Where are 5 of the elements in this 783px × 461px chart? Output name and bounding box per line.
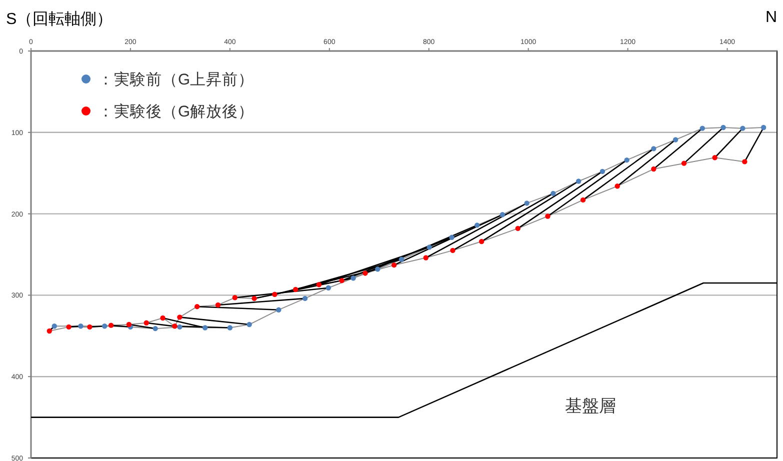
chart-title: S（回転軸側）	[6, 10, 113, 28]
annotation: 基盤層	[565, 396, 616, 416]
text: N	[765, 9, 777, 26]
legend-label: ：実験後（G解放後）	[98, 102, 254, 120]
legend-label: ：実験前（G上昇前）	[98, 70, 254, 88]
